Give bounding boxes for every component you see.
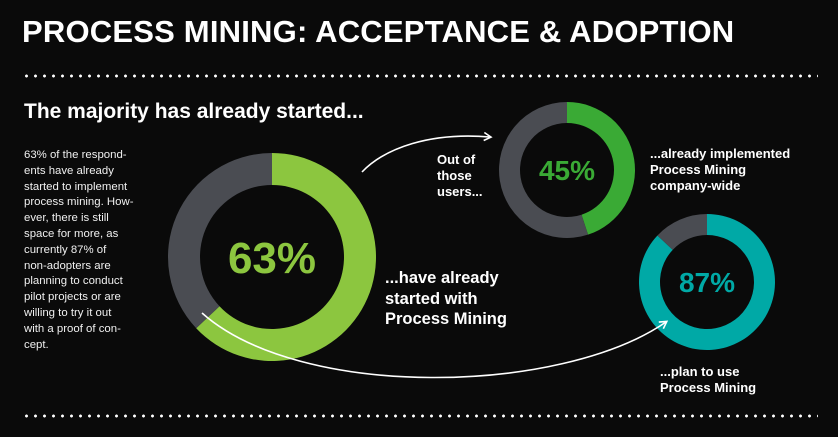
dotted-divider-bottom (22, 414, 818, 418)
donut-slice-remainder (167, 153, 272, 329)
section-subtitle: The majority has already started... (24, 100, 364, 123)
label-implemented: ...already implemented Process Mining co… (650, 146, 791, 193)
label-plan: ...plan to use Process Mining (660, 364, 757, 395)
center-label-plan: 87% (679, 267, 735, 298)
donut-started: 63% (167, 153, 376, 361)
center-label-implemented: 45% (539, 155, 595, 186)
donut-slice-value (638, 214, 775, 350)
label-out-of-those: Out of those users... (437, 152, 483, 199)
donut-plan: 87% (638, 214, 775, 350)
center-label-started: 63% (228, 234, 316, 283)
donut-implemented: 45% (499, 102, 635, 239)
donut-slice-remainder (657, 214, 707, 250)
label-started: ...have already started with Process Min… (385, 269, 507, 328)
donut-slice-value (196, 153, 376, 361)
page-title: PROCESS MINING: ACCEPTANCE & ADOPTION (22, 14, 735, 49)
donut-slice-value (567, 102, 635, 235)
donut-slice-remainder (499, 102, 589, 239)
arrow-to-plan (201, 312, 669, 379)
description-text: 63% of the respond- ents have already st… (24, 149, 134, 351)
arrow-to-implemented (361, 131, 493, 173)
dotted-divider-top (22, 74, 818, 78)
